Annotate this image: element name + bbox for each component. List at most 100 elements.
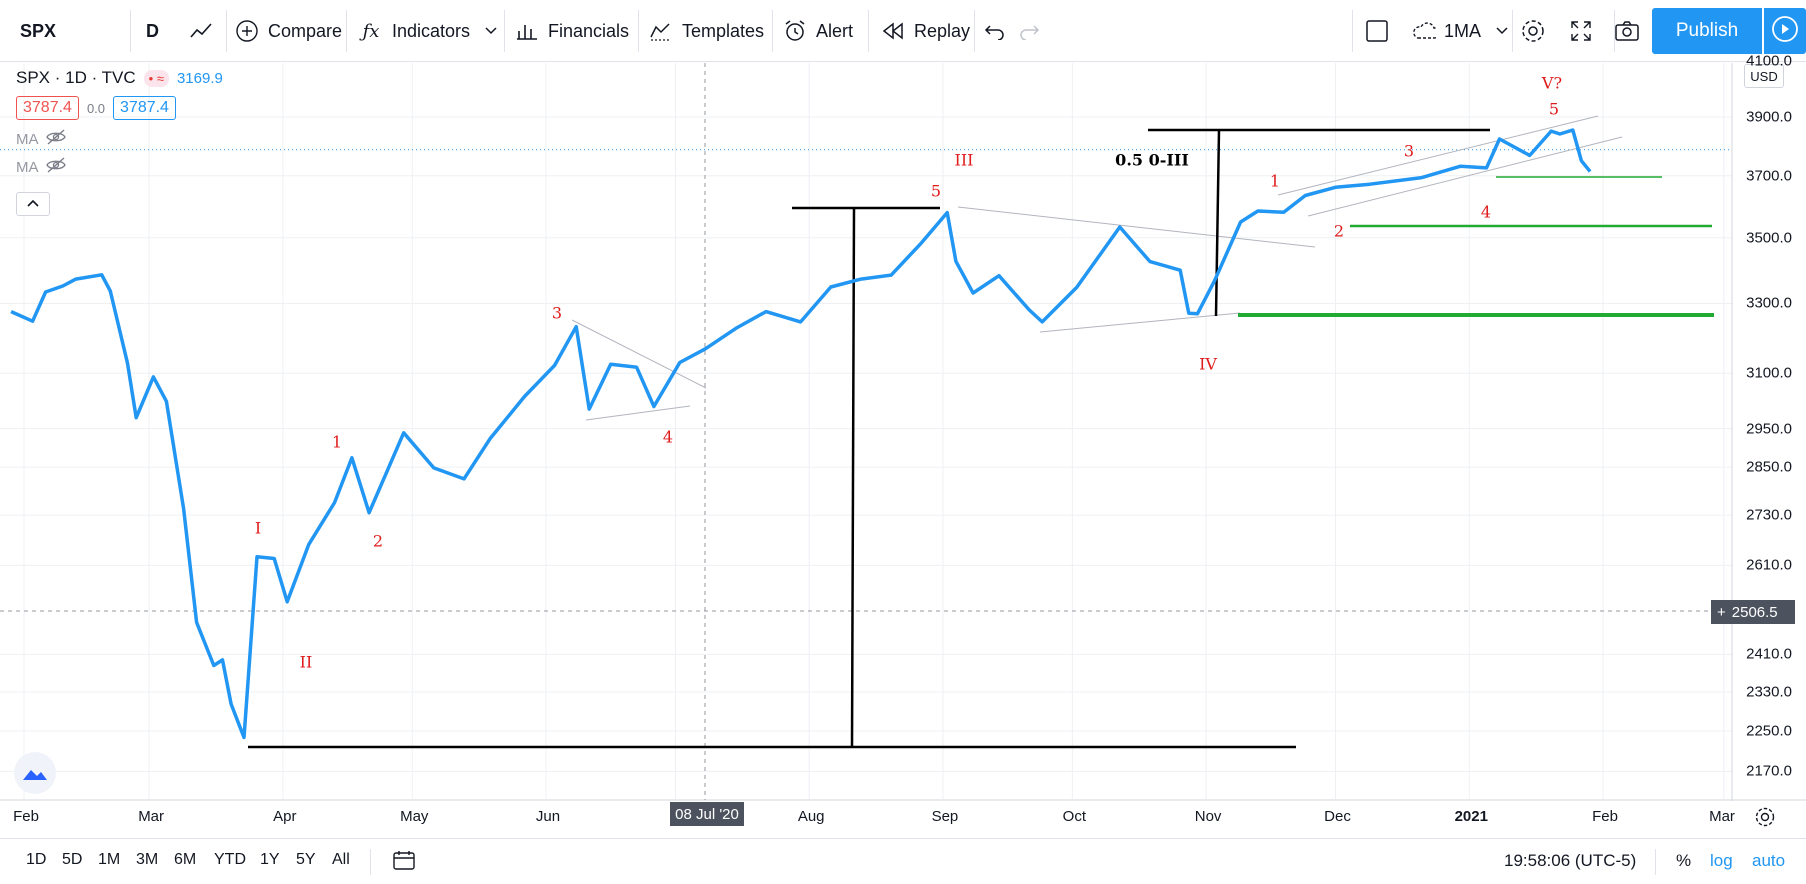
wave-label[interactable]: 4	[1480, 202, 1492, 222]
layout-button[interactable]: 1MA	[1410, 0, 1515, 62]
compare-button[interactable]: Compare	[234, 0, 342, 62]
wave-label[interactable]: 5	[1548, 99, 1560, 119]
templates-icon	[648, 18, 674, 44]
publish-button[interactable]: Publish	[1652, 8, 1762, 54]
wave-label[interactable]: 4	[662, 427, 674, 447]
clock-timezone[interactable]: 19:58:06 (UTC-5)	[1504, 851, 1637, 870]
wave-label[interactable]: 2	[1333, 221, 1345, 241]
range-1y[interactable]: 1Y	[260, 851, 280, 868]
triangle-upper-line[interactable]	[571, 319, 707, 389]
channel-upper-line[interactable]	[1277, 115, 1599, 196]
date-range-button[interactable]	[392, 849, 416, 876]
undo-button[interactable]	[982, 0, 1008, 62]
indicators-button[interactable]: ƒx Indicators	[358, 0, 504, 62]
measure-vertical-1[interactable]	[850, 208, 856, 748]
time-tick-label: Oct	[1062, 808, 1087, 825]
last-value: 3169.9	[176, 69, 223, 87]
auto-scale-toggle[interactable]: auto	[1752, 851, 1786, 870]
separator	[1655, 849, 1656, 875]
triangle-lower-line[interactable]	[585, 405, 691, 421]
separator	[868, 10, 869, 52]
redo-button[interactable]	[1016, 0, 1042, 62]
play-icon	[1771, 15, 1799, 48]
templates-button[interactable]: Templates	[648, 0, 764, 62]
range-ytd[interactable]: YTD	[214, 851, 246, 868]
range-5y[interactable]: 5Y	[296, 851, 316, 868]
interval-label: D	[146, 20, 159, 41]
wave-label[interactable]: IV	[1199, 354, 1217, 374]
play-button[interactable]	[1764, 8, 1806, 54]
redo-icon	[1016, 18, 1042, 44]
eye-off-icon[interactable]	[45, 157, 67, 177]
wave-label[interactable]: I	[254, 518, 262, 538]
wave-label[interactable]: 5	[930, 181, 942, 201]
range-1d[interactable]: 1D	[26, 851, 47, 868]
snapshot-button[interactable]	[1614, 0, 1640, 62]
wave-label[interactable]: 1	[1269, 171, 1281, 191]
wave-label[interactable]: 1	[331, 432, 343, 452]
price-chart[interactable]	[0, 63, 1806, 801]
line-chart-icon	[188, 18, 214, 44]
currency-label: USD	[1750, 68, 1778, 84]
ask-price[interactable]: 3787.4	[113, 96, 176, 120]
contracting-lower-line[interactable]	[1039, 312, 1241, 333]
range-5d[interactable]: 5D	[62, 851, 83, 868]
range-all[interactable]: All	[332, 851, 350, 868]
legend-title[interactable]: SPX · 1D · TVC	[16, 68, 136, 87]
tradingview-logo[interactable]	[14, 752, 56, 794]
log-scale-toggle[interactable]: log	[1710, 851, 1733, 870]
price-tick-label: 3100.0	[1746, 364, 1792, 382]
wave-label[interactable]: V?	[1541, 73, 1563, 93]
chart-pane[interactable]	[0, 63, 1806, 801]
channel-lower-line[interactable]	[1307, 136, 1623, 217]
symbol-search[interactable]: SPX	[20, 0, 56, 62]
price-tick-label: 2610.0	[1746, 556, 1792, 574]
plus-icon[interactable]: +	[1717, 603, 1726, 621]
chart-style-button[interactable]	[188, 0, 214, 62]
wave-label[interactable]: 3	[1403, 141, 1415, 161]
templates-label: Templates	[682, 20, 765, 41]
bid-price[interactable]: 3787.4	[16, 96, 79, 120]
currency-button[interactable]: USD	[1744, 64, 1784, 88]
wave-label[interactable]: III	[954, 150, 974, 170]
measure-vertical-2[interactable]	[1214, 129, 1221, 317]
ma-indicator-1[interactable]: MA	[16, 125, 223, 153]
wave-label[interactable]: 2	[372, 531, 384, 551]
financials-button[interactable]: Financials	[514, 0, 629, 62]
fullscreen-layout-button[interactable]	[1364, 0, 1390, 62]
plus-circle-icon	[234, 18, 260, 44]
top-toolbar: SPX D Compare ƒx Indicators Financials T…	[0, 0, 1806, 62]
price-tick-label: 2950.0	[1746, 420, 1792, 438]
logo-icon	[23, 770, 47, 780]
spx-price-line[interactable]	[10, 128, 1592, 740]
market-status-icon: • ≈	[143, 69, 169, 87]
ma-label: MA	[16, 130, 39, 148]
collapse-legend-button[interactable]	[16, 192, 50, 216]
financials-label: Financials	[548, 20, 630, 41]
ma-indicator-2[interactable]: MA	[16, 153, 223, 181]
price-tick-label: 3300.0	[1746, 294, 1792, 312]
fullscreen-button[interactable]	[1568, 0, 1594, 62]
axis-settings-button[interactable]	[1754, 806, 1776, 833]
compare-label: Compare	[268, 20, 343, 41]
wave-label[interactable]: 3	[551, 303, 563, 323]
expand-icon	[1568, 18, 1594, 44]
publish-label: Publish	[1675, 20, 1739, 41]
range-6m[interactable]: 6M	[174, 851, 197, 868]
contracting-upper-line[interactable]	[957, 206, 1316, 248]
separator	[504, 10, 505, 52]
alert-button[interactable]: Alert	[782, 0, 853, 62]
retracement-label[interactable]: 0.5 0-III	[1115, 150, 1189, 170]
price-tick-label: 2730.0	[1746, 506, 1792, 524]
separator	[1614, 10, 1615, 52]
replay-button[interactable]: Replay	[880, 0, 970, 62]
wave-label[interactable]: II	[299, 652, 313, 672]
eye-off-icon[interactable]	[45, 129, 67, 149]
range-3m[interactable]: 3M	[136, 851, 159, 868]
price-tick-label: 2330.0	[1746, 683, 1792, 701]
percent-scale-toggle[interactable]: %	[1676, 851, 1692, 870]
settings-button[interactable]	[1520, 0, 1546, 62]
crosshair-price: 2506.5	[1731, 603, 1778, 621]
interval-button[interactable]: D	[146, 0, 159, 62]
range-1m[interactable]: 1M	[98, 851, 121, 868]
